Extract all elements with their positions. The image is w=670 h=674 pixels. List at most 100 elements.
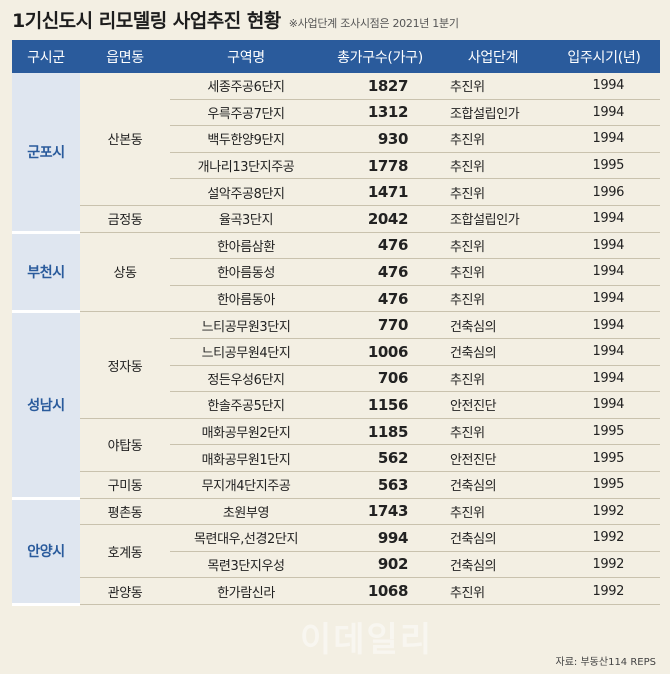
table-body: 군포시 산본동 세종주공6단지 1827 추진위 1994 우륵주공7단지 1312 조합설립인… <box>12 73 660 606</box>
table-header: 구시군 읍면동 구역명 총가구수(가구) 사업단계 입주시기(년) <box>12 40 660 73</box>
column-header: 구역명 <box>170 40 322 73</box>
household-count-cell: 563 <box>322 471 438 499</box>
table-row: 우륵주공7단지 1312 조합설립인가 1994 <box>12 99 660 127</box>
dong-cell: 호계동 <box>80 524 170 579</box>
move-in-year-cell: 1994 <box>548 365 660 393</box>
complex-name-cell: 정든우성6단지 <box>170 365 322 393</box>
complex-name-cell: 매화공무원1단지 <box>170 444 322 472</box>
dong-cell: 정자동 <box>80 311 170 419</box>
household-count-cell: 1827 <box>322 73 438 100</box>
project-stage-cell: 추진위 <box>438 577 548 605</box>
dong-cell: 산본동 <box>80 73 170 206</box>
project-stage-cell: 추진위 <box>438 152 548 180</box>
project-stage-cell: 추진위 <box>438 258 548 286</box>
complex-name-cell: 느티공무원3단지 <box>170 311 322 339</box>
move-in-year-cell: 1994 <box>548 258 660 286</box>
household-count-cell: 1312 <box>322 99 438 127</box>
city-cell: 성남시 <box>12 311 80 500</box>
complex-name-cell: 율곡3단지 <box>170 205 322 233</box>
table-row: 목련3단지우성 902 건축심의 1992 <box>12 551 660 579</box>
project-stage-cell: 건축심의 <box>438 471 548 499</box>
complex-name-cell: 세종주공6단지 <box>170 73 322 100</box>
column-header: 구시군 <box>12 40 80 73</box>
table-row: 군포시 산본동 세종주공6단지 1827 추진위 1994 <box>12 73 660 234</box>
move-in-year-cell: 1994 <box>548 391 660 419</box>
table-row: 관양동 한가람신라 1068 추진위 1992 <box>12 577 660 605</box>
complex-name-cell: 한아름삼환 <box>170 232 322 260</box>
household-count-cell: 476 <box>322 285 438 313</box>
project-stage-cell: 안전진단 <box>438 391 548 419</box>
project-stage-cell: 안전진단 <box>438 444 548 472</box>
household-count-cell: 1778 <box>322 152 438 180</box>
complex-name-cell: 한솔주공5단지 <box>170 391 322 419</box>
project-stage-cell: 추진위 <box>438 285 548 313</box>
household-count-cell: 930 <box>322 125 438 153</box>
table-row: 느티공무원4단지 1006 건축심의 1994 <box>12 338 660 366</box>
dong-cell: 상동 <box>80 232 170 313</box>
household-count-cell: 1185 <box>322 418 438 446</box>
table-row: 한아름동아 476 추진위 1994 <box>12 285 660 313</box>
move-in-year-cell: 1994 <box>548 232 660 260</box>
household-count-cell: 476 <box>322 258 438 286</box>
complex-name-cell: 우륵주공7단지 <box>170 99 322 127</box>
project-stage-cell: 조합설립인가 <box>438 99 548 127</box>
move-in-year-cell: 1994 <box>548 205 660 233</box>
title-block: 1기신도시 리모델링 사업추진 현황 ※사업단계 조사시점은 2021년 1분기 <box>12 6 459 36</box>
move-in-year-cell: 1994 <box>548 99 660 127</box>
complex-name-cell: 무지개4단지주공 <box>170 471 322 499</box>
column-header: 입주시기(년) <box>548 40 660 73</box>
table-row: 호계동 목련대우,선경2단지 994 건축심의 1992 <box>12 524 660 579</box>
complex-name-cell: 느티공무원4단지 <box>170 338 322 366</box>
table-row: 구미동 무지개4단지주공 563 건축심의 1995 <box>12 471 660 499</box>
column-header: 총가구수(가구) <box>322 40 438 73</box>
page-title: 1기신도시 리모델링 사업추진 현황 <box>12 10 281 32</box>
project-stage-cell: 추진위 <box>438 498 548 526</box>
household-count-cell: 902 <box>322 551 438 579</box>
table-row: 정든우성6단지 706 추진위 1994 <box>12 365 660 393</box>
household-count-cell: 1006 <box>322 338 438 366</box>
household-count-cell: 1068 <box>322 577 438 605</box>
complex-name-cell: 개나리13단지주공 <box>170 152 322 180</box>
city-cell: 군포시 <box>12 73 80 234</box>
move-in-year-cell: 1996 <box>548 178 660 206</box>
complex-name-cell: 초원부영 <box>170 498 322 526</box>
move-in-year-cell: 1995 <box>548 444 660 472</box>
household-count-cell: 994 <box>322 524 438 552</box>
survey-note: ※사업단계 조사시점은 2021년 1분기 <box>288 17 459 30</box>
table-row: 설악주공8단지 1471 추진위 1996 <box>12 178 660 206</box>
complex-name-cell: 매화공무원2단지 <box>170 418 322 446</box>
project-stage-cell: 추진위 <box>438 232 548 260</box>
column-header: 사업단계 <box>438 40 548 73</box>
move-in-year-cell: 1992 <box>548 551 660 579</box>
dong-cell: 평촌동 <box>80 498 170 526</box>
move-in-year-cell: 1992 <box>548 577 660 605</box>
dong-cell: 야탑동 <box>80 418 170 472</box>
project-stage-cell: 건축심의 <box>438 311 548 339</box>
move-in-year-cell: 1994 <box>548 338 660 366</box>
household-count-cell: 1471 <box>322 178 438 206</box>
household-count-cell: 1743 <box>322 498 438 526</box>
table-row: 백두한양9단지 930 추진위 1994 <box>12 125 660 153</box>
move-in-year-cell: 1995 <box>548 418 660 446</box>
complex-name-cell: 설악주공8단지 <box>170 178 322 206</box>
table-row: 안양시 평촌동 초원부영 1743 추진위 1992 <box>12 498 660 606</box>
household-count-cell: 706 <box>322 365 438 393</box>
table-row: 성남시 정자동 느티공무원3단지 770 건축심의 1994 <box>12 311 660 500</box>
household-count-cell: 562 <box>322 444 438 472</box>
project-stage-cell: 추진위 <box>438 365 548 393</box>
move-in-year-cell: 1992 <box>548 498 660 526</box>
household-count-cell: 2042 <box>322 205 438 233</box>
table-row: 야탑동 매화공무원2단지 1185 추진위 1995 <box>12 418 660 472</box>
table-row: 부천시 상동 한아름삼환 476 추진위 1994 <box>12 232 660 314</box>
project-stage-cell: 추진위 <box>438 73 548 100</box>
move-in-year-cell: 1995 <box>548 471 660 499</box>
household-count-cell: 770 <box>322 311 438 339</box>
household-count-cell: 476 <box>322 232 438 260</box>
dong-cell: 금정동 <box>80 205 170 233</box>
project-stage-cell: 건축심의 <box>438 524 548 552</box>
dong-cell: 구미동 <box>80 471 170 499</box>
project-stage-cell: 추진위 <box>438 418 548 446</box>
project-stage-cell: 건축심의 <box>438 551 548 579</box>
source-note: 자료: 부동산114 REPS <box>555 657 656 668</box>
move-in-year-cell: 1995 <box>548 152 660 180</box>
